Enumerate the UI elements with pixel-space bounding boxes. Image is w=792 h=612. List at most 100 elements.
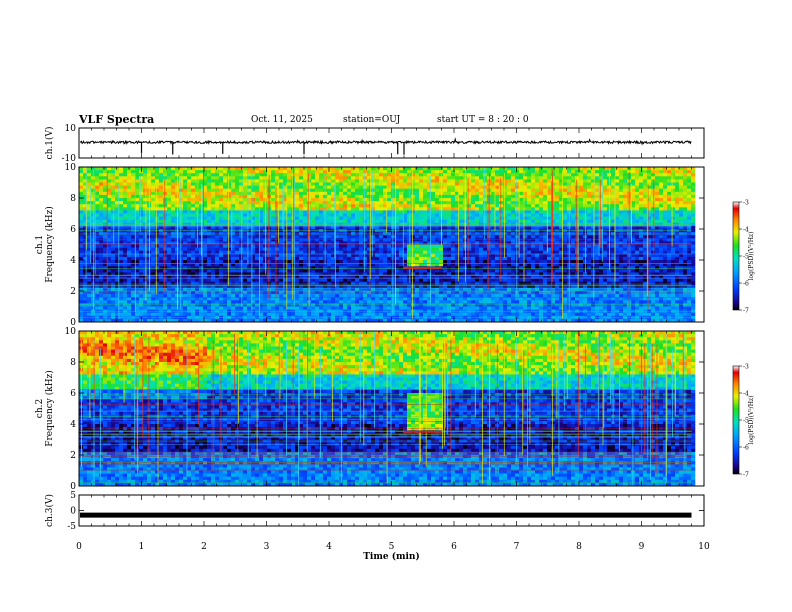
spectrogram-cell (303, 210, 308, 214)
spectrogram-cell (95, 225, 100, 230)
spectrogram-cell (427, 179, 432, 183)
spectrogram-cell (399, 287, 404, 292)
spectrogram-cell (443, 167, 448, 171)
spectrogram-cell (215, 235, 220, 239)
spectrogram-cell (371, 256, 376, 261)
spectrogram-cell (143, 247, 148, 251)
spectrogram-cell (343, 256, 348, 261)
spectrogram-cell (415, 272, 420, 276)
spectrogram-cell (235, 297, 240, 301)
spectrogram-cell (347, 213, 352, 217)
spectrogram-cell (151, 173, 156, 177)
spectrogram-cell (255, 235, 260, 239)
spectrogram-cell (79, 269, 84, 273)
spectrogram-cell (395, 297, 400, 301)
spectrogram-cell (447, 287, 452, 292)
spectrogram-cell (131, 250, 136, 255)
spectrogram-cell (371, 238, 376, 242)
spectrogram-cell (363, 191, 368, 196)
spectrogram-cell (131, 219, 136, 224)
spectrogram-cell (131, 266, 136, 270)
spectrogram-cell (443, 201, 448, 205)
spectrogram-cell (451, 269, 456, 273)
spectrogram-cell (131, 281, 136, 286)
spectrogram-cell (279, 256, 284, 261)
spectrogram-cell (315, 219, 320, 224)
spectrogram-cell (227, 309, 232, 313)
spectrogram-cell (131, 300, 136, 304)
spectrogram-cell (335, 266, 340, 270)
spectrogram-cell (271, 204, 276, 208)
spectrogram-cell (239, 263, 244, 267)
spectrogram-cell (135, 275, 140, 279)
spectrogram-cell (371, 266, 376, 270)
spectrogram-cell (395, 167, 400, 171)
spectrogram-cell (403, 191, 408, 196)
spectrogram-cell (251, 213, 256, 217)
spectrogram-cell (79, 272, 84, 276)
spectrogram-cell (187, 247, 192, 251)
spectrogram-cell (355, 213, 360, 217)
spectrogram-cell (367, 173, 372, 177)
spectrogram-cell (215, 303, 220, 307)
spectrogram-cell (411, 263, 416, 267)
spectrogram-cell (103, 263, 108, 267)
spectrogram-cell (87, 278, 92, 282)
spectrogram-cell (447, 194, 452, 199)
spectrogram-cell (215, 266, 220, 270)
spectrogram-cell (159, 281, 164, 286)
spectrogram-cell (387, 287, 392, 292)
spectrogram-cell (239, 179, 244, 183)
spectrogram-cell (291, 210, 296, 214)
spectrogram-cell (443, 278, 448, 282)
spectrogram-cell (227, 284, 232, 289)
spectrogram-cell (127, 253, 132, 258)
spectrogram-cell (411, 309, 416, 313)
spectrogram-cell (467, 238, 472, 242)
spectrogram-cell (295, 207, 300, 211)
spectrogram-cell (131, 297, 136, 301)
spectrogram-cell (87, 182, 92, 186)
spectrogram-cell (239, 306, 244, 310)
spectrogram-cell (387, 266, 392, 270)
spectrogram-cell (367, 210, 372, 214)
spectrogram-cell (99, 247, 104, 251)
spectrogram-cell (207, 278, 212, 282)
spectrogram-cell (411, 253, 416, 258)
spectrogram-cell (359, 204, 364, 208)
spectrogram-cell (403, 284, 408, 289)
spectrogram-cell (115, 225, 120, 230)
spectrogram-cell (103, 176, 108, 180)
spectrogram-cell (315, 185, 320, 189)
spectrogram-cell (387, 247, 392, 251)
spectrogram-cell (123, 213, 128, 217)
spectrogram-cell (115, 204, 120, 208)
spectrogram-cell (427, 225, 432, 230)
spectrogram-cell (159, 191, 164, 196)
spectrogram-cell (415, 306, 420, 310)
spectrogram-cell (435, 247, 440, 251)
spectrogram-cell (379, 303, 384, 307)
spectrogram-cell (203, 318, 208, 323)
spectrogram-cell (359, 225, 364, 230)
spectrogram-cell (111, 194, 116, 199)
spectrogram-cell (79, 256, 84, 261)
spectrogram-cell (467, 244, 472, 248)
spectrogram-cell (439, 263, 444, 267)
spectrogram-cell (459, 170, 464, 174)
spectrogram-cell (371, 188, 376, 193)
spectrogram-cell (399, 278, 404, 282)
spectrogram-cell (383, 204, 388, 208)
spectrogram-cell (347, 244, 352, 248)
spectrogram-cell (411, 318, 416, 323)
spectrogram-cell (115, 318, 120, 323)
spectrogram-cell (207, 306, 212, 310)
spectrogram-cell (455, 303, 460, 307)
spectrogram-cell (415, 294, 420, 298)
spectrogram-cell (299, 278, 304, 282)
spectrogram-cell (363, 278, 368, 282)
spectrogram-cell (315, 176, 320, 180)
spectrogram-cell (231, 256, 236, 261)
spectrogram-cell (407, 269, 412, 273)
spectrogram-cell (451, 294, 456, 298)
